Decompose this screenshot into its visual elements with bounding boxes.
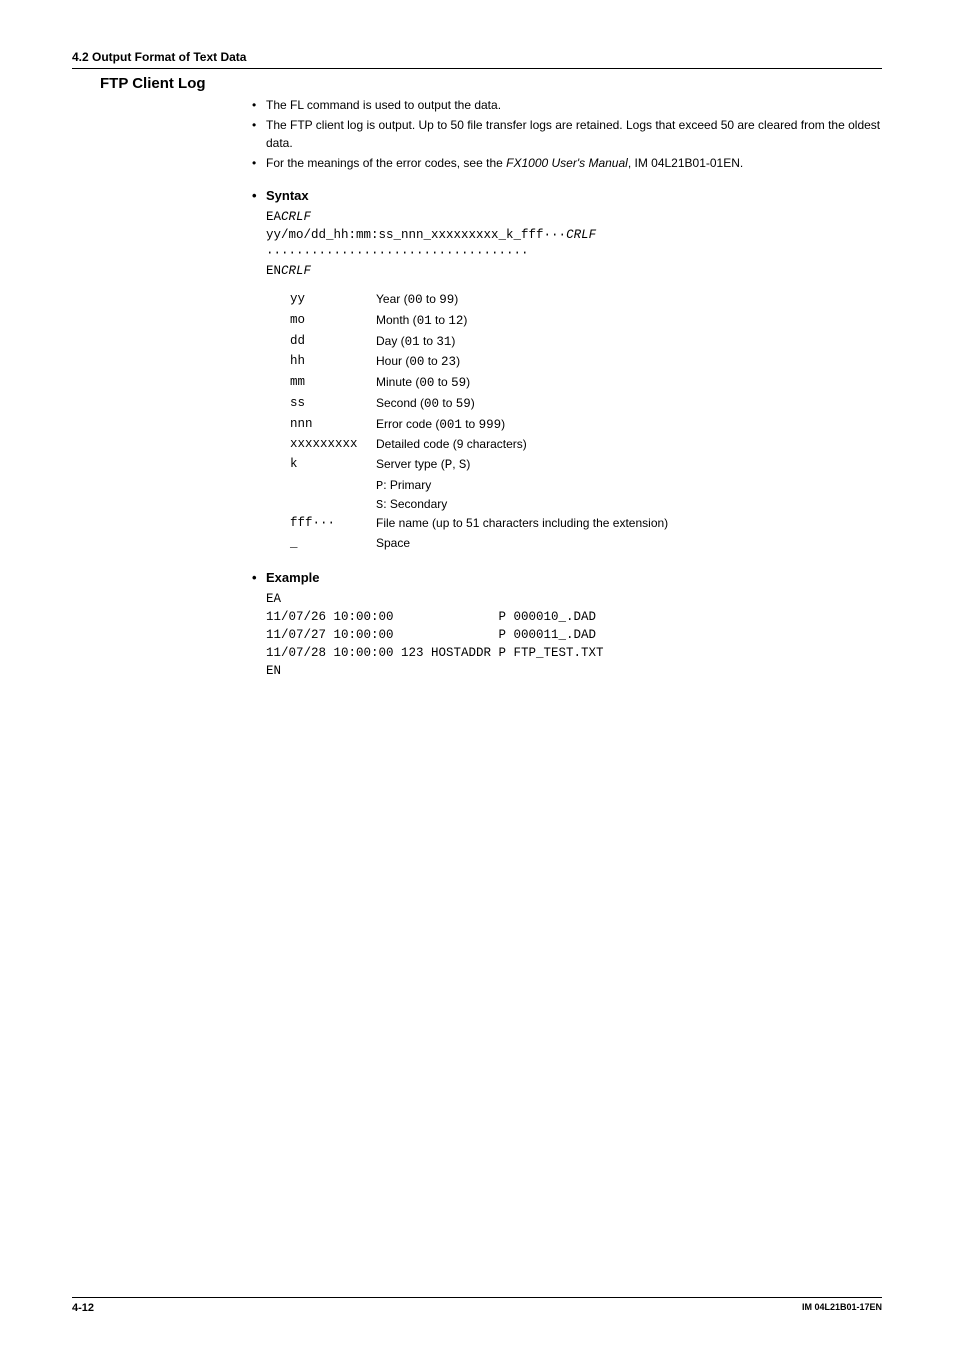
content-body: • The FL command is used to output the d… (252, 96, 882, 680)
text-post: , IM 04L21B01-01EN. (628, 156, 743, 170)
field-value: Hour (00 to 23) (376, 352, 882, 372)
field-row: yyYear (00 to 99) (290, 290, 882, 310)
field-row: hhHour (00 to 23) (290, 352, 882, 372)
server-sub: P: Primary (376, 476, 882, 495)
bullet-text: The FTP client log is output. Up to 50 f… (266, 116, 882, 152)
example-line: 11/07/27 10:00:00 P 000011_.DAD (266, 626, 882, 644)
field-value: Year (00 to 99) (376, 290, 882, 310)
syntax-italic: CRLF (566, 228, 596, 242)
syntax-heading: • Syntax (252, 186, 882, 206)
syntax-italic: CRLF (281, 210, 311, 224)
field-value: Server type (P, S) (376, 455, 882, 475)
text-pre: For the meanings of the error codes, see… (266, 156, 506, 170)
server-sub: S: Secondary (376, 495, 882, 514)
field-row: moMonth (01 to 12) (290, 311, 882, 331)
field-table: yyYear (00 to 99)moMonth (01 to 12)ddDay… (290, 290, 882, 552)
field-row: ddDay (01 to 31) (290, 332, 882, 352)
field-row: xxxxxxxxxDetailed code (9 characters) (290, 435, 882, 454)
syntax-line: yy/mo/dd_hh:mm:ss_nnn_xxxxxxxxx_k_fff···… (266, 226, 882, 244)
field-row: _Space (290, 534, 882, 553)
field-key: ss (290, 394, 376, 414)
field-key: mm (290, 373, 376, 393)
manual-title: FX1000 User's Manual (506, 156, 628, 170)
page-number: 4-12 (72, 1302, 94, 1314)
syntax-label-text: Syntax (266, 186, 309, 206)
section-header: 4.2 Output Format of Text Data (72, 50, 882, 69)
field-row: mmMinute (00 to 59) (290, 373, 882, 393)
page-footer: 4-12 IM 04L21B01-17EN (72, 1297, 882, 1314)
bullet-text: The FL command is used to output the dat… (266, 96, 882, 114)
syntax-line: EACRLF (266, 208, 882, 226)
field-key: _ (290, 534, 376, 553)
syntax-line: ENCRLF (266, 262, 882, 280)
field-value: Second (00 to 59) (376, 394, 882, 414)
field-key: mo (290, 311, 376, 331)
field-value: Detailed code (9 characters) (376, 435, 882, 454)
bullet-icon: • (252, 154, 266, 172)
intro-bullet: • The FL command is used to output the d… (252, 96, 882, 114)
bullet-icon: • (252, 96, 266, 114)
syntax-plain: EA (266, 210, 281, 224)
example-line: EA (266, 590, 882, 608)
field-value: Space (376, 534, 882, 553)
syntax-italic: CRLF (281, 264, 311, 278)
field-key: dd (290, 332, 376, 352)
server-desc: : Secondary (383, 497, 447, 511)
field-key: nnn (290, 415, 376, 435)
field-value: Minute (00 to 59) (376, 373, 882, 393)
intro-bullet: • For the meanings of the error codes, s… (252, 154, 882, 172)
bullet-icon: • (252, 116, 266, 152)
syntax-plain: ··································· (266, 246, 529, 260)
field-key: xxxxxxxxx (290, 435, 376, 454)
field-key: hh (290, 352, 376, 372)
bullet-icon: • (252, 186, 266, 206)
syntax-line: ··································· (266, 244, 882, 262)
field-value: Error code (001 to 999) (376, 415, 882, 435)
intro-bullet: • The FTP client log is output. Up to 50… (252, 116, 882, 152)
field-key: fff··· (290, 514, 376, 533)
field-row: kServer type (P, S) (290, 455, 882, 475)
field-value: File name (up to 51 characters including… (376, 514, 882, 533)
example-label-text: Example (266, 568, 319, 588)
field-key: yy (290, 290, 376, 310)
bullet-icon: • (252, 568, 266, 588)
doc-id: IM 04L21B01-17EN (802, 1302, 882, 1314)
field-value: Day (01 to 31) (376, 332, 882, 352)
field-value: Month (01 to 12) (376, 311, 882, 331)
subsection-title: FTP Client Log (100, 75, 206, 92)
field-row: fff···File name (up to 51 characters inc… (290, 514, 882, 533)
bullet-text: For the meanings of the error codes, see… (266, 154, 882, 172)
syntax-plain: EN (266, 264, 281, 278)
example-heading: • Example (252, 568, 882, 588)
syntax-plain: yy/mo/dd_hh:mm:ss_nnn_xxxxxxxxx_k_fff··· (266, 228, 566, 242)
example-line: 11/07/26 10:00:00 P 000010_.DAD (266, 608, 882, 626)
example-line: 11/07/28 10:00:00 123 HOSTADDR P FTP_TES… (266, 644, 882, 662)
example-line: EN (266, 662, 882, 680)
field-row: nnnError code (001 to 999) (290, 415, 882, 435)
server-desc: : Primary (383, 478, 431, 492)
field-key: k (290, 455, 376, 475)
field-row: ssSecond (00 to 59) (290, 394, 882, 414)
